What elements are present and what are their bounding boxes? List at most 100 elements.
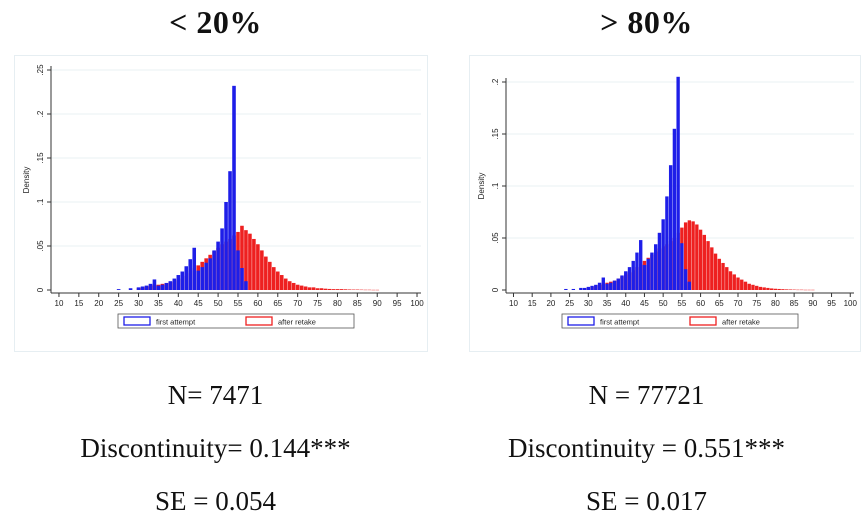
bar-first-attempt (196, 270, 200, 290)
x-tick-label: 30 (584, 299, 593, 308)
bar-after-retake (743, 281, 748, 290)
bar-after-retake (769, 288, 774, 290)
legend-label: after retake (278, 318, 316, 327)
bar-first-attempt (212, 250, 216, 290)
bar-after-retake (762, 287, 766, 290)
bar-first-attempt (180, 271, 185, 290)
bar-first-attempt (683, 269, 688, 290)
bar-first-attempt (620, 275, 624, 290)
bar-after-retake (695, 224, 699, 290)
standard-error: SE = 0.017 (586, 486, 707, 516)
x-tick-label: 90 (373, 299, 382, 308)
bar-after-retake (331, 289, 336, 290)
bar-after-retake (740, 279, 744, 290)
bar-after-retake (721, 262, 725, 290)
bar-after-retake (777, 288, 781, 290)
bar-first-attempt (164, 282, 169, 290)
bar-first-attempt (631, 260, 635, 290)
bar-after-retake (728, 271, 733, 290)
bar-first-attempt (172, 278, 177, 290)
bar-after-retake (256, 244, 260, 290)
bar-after-retake (736, 277, 740, 290)
bar-after-retake (291, 282, 296, 290)
y-tick-label: .2 (36, 110, 45, 117)
legend-swatch (245, 316, 273, 326)
bar-first-attempt (661, 219, 665, 290)
bar-after-retake (299, 285, 304, 290)
x-tick-label: 45 (194, 299, 203, 308)
x-tick-label: 65 (273, 299, 282, 308)
y-tick-label: .15 (491, 128, 500, 140)
x-tick-label: 70 (293, 299, 302, 308)
legend-label: first attempt (156, 318, 196, 327)
x-tick-label: 85 (353, 299, 362, 308)
n-count: N = 77721 (588, 380, 705, 410)
bar-after-retake (327, 288, 332, 290)
density-histogram: 0 .05 .1 .15 .2 Density 10 15 20 25 30 35 40 45 50 55 60… (477, 76, 857, 329)
bar-after-retake (706, 241, 710, 290)
panel-high-80: > 80% 0 .05 .1 .15 .2 Density 10 15 20 25 30 35 40 45… (431, 0, 862, 518)
legend-swatch (567, 316, 595, 326)
x-tick-label: 60 (696, 299, 705, 308)
x-tick-label: 70 (734, 299, 743, 308)
bar-after-retake (244, 230, 248, 290)
bar-first-attempt (152, 279, 157, 290)
bar-first-attempt (564, 288, 568, 290)
bar-after-retake (747, 283, 751, 290)
x-tick-label: 50 (214, 299, 223, 308)
x-tick-label: 80 (333, 299, 342, 308)
y-axis-label: Density (22, 167, 31, 194)
bar-first-attempt (188, 259, 193, 290)
x-tick-label: 95 (393, 299, 402, 308)
x-tick-label: 80 (771, 299, 780, 308)
x-tick-label: 100 (410, 299, 424, 308)
y-axis-label: Density (477, 173, 486, 200)
bar-first-attempt (184, 266, 189, 290)
bar-first-attempt (639, 240, 643, 290)
chart-title: > 80% (600, 4, 693, 40)
legend-swatch (123, 316, 151, 326)
bar-first-attempt (160, 284, 165, 290)
bar-first-attempt (128, 288, 133, 290)
bar-first-attempt (653, 244, 658, 290)
bar-first-attempt (579, 287, 583, 290)
bar-after-retake (732, 274, 736, 290)
bar-first-attempt (616, 278, 620, 290)
bar-after-retake (717, 258, 721, 290)
y-tick-label: .05 (491, 232, 500, 244)
x-tick-label: 40 (174, 299, 183, 308)
n-count: N= 7471 (167, 380, 264, 410)
legend-label: after retake (722, 318, 760, 327)
bar-after-retake (248, 233, 252, 290)
bar-first-attempt (665, 196, 669, 290)
bar-after-retake (683, 222, 688, 290)
bar-first-attempt (200, 267, 204, 290)
bar-first-attempt (627, 267, 632, 290)
bar-first-attempt (650, 252, 654, 290)
bar-after-retake (323, 288, 328, 290)
bar-first-attempt (204, 262, 208, 290)
bar-after-retake (335, 289, 340, 290)
y-tick-label: .2 (491, 78, 500, 85)
bar-after-retake (766, 287, 770, 290)
bar-first-attempt (236, 250, 240, 290)
bar-first-attempt (672, 128, 677, 290)
bar-first-attempt (140, 286, 145, 290)
bar-after-retake (710, 247, 714, 290)
legend-label: first attempt (600, 318, 640, 327)
legend: first attempt after retake (117, 313, 355, 329)
chart-box: 0 .05 .1 .15 .2 Density 10 15 20 25 30 35 40 45 50 55 60… (469, 55, 861, 352)
bar-after-retake (275, 271, 280, 290)
legend: first attempt after retake (561, 313, 799, 329)
bar-after-retake (773, 288, 778, 290)
bar-first-attempt (228, 171, 232, 290)
x-tick-label: 30 (134, 299, 143, 308)
bar-after-retake (758, 286, 763, 290)
x-tick-label: 20 (94, 299, 103, 308)
bar-after-retake (343, 289, 348, 290)
discontinuity-value: Discontinuity= 0.144*** (80, 433, 351, 463)
bar-after-retake (264, 256, 268, 290)
y-tick-label: .05 (36, 240, 45, 252)
density-histogram: 0 .05 .1 .15 .2 .25 Density 10 15 20 25 30 35 40 45 50 5… (22, 64, 424, 329)
panel-low-20: < 20% 0 .05 .1 .15 .2 .25 Density 10 15 20 25 30 35 4… (14, 4, 428, 516)
